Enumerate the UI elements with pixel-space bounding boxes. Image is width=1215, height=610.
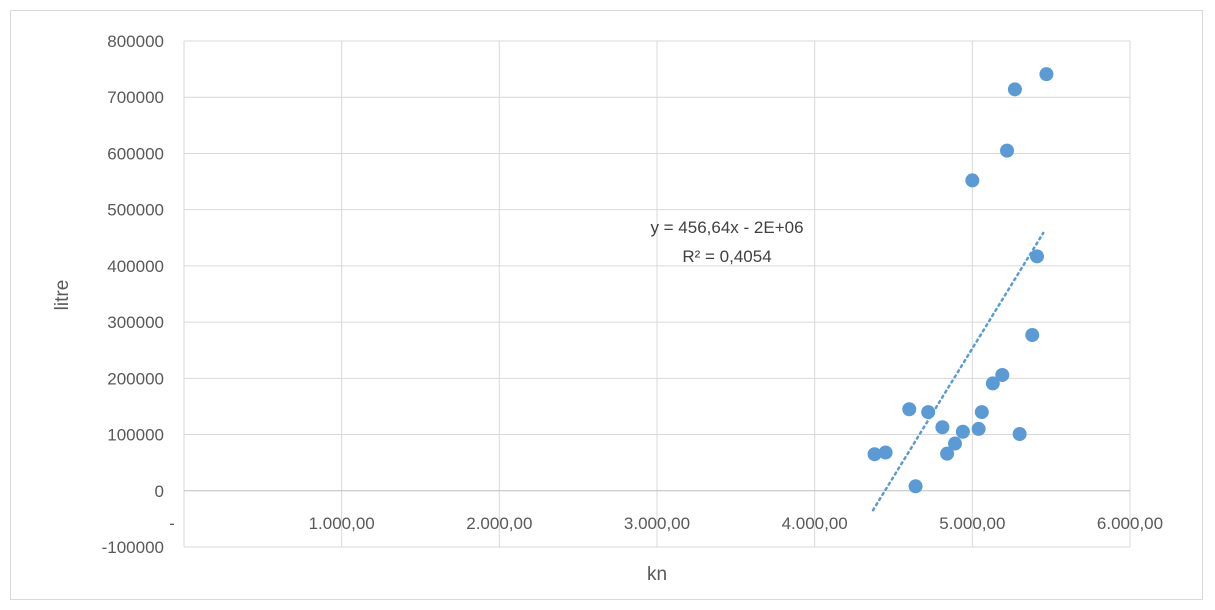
data-point (1029, 249, 1044, 264)
data-point (974, 405, 989, 420)
y-tick-label: 0 (155, 482, 164, 501)
trendline (871, 231, 1045, 512)
data-point (867, 447, 882, 462)
data-point (908, 479, 923, 494)
x-tick-label: 1.000,00 (309, 514, 375, 533)
data-point (995, 367, 1010, 382)
x-tick-label: 4.000,00 (782, 514, 848, 533)
y-tick-label: 600000 (107, 144, 164, 163)
data-point (1025, 328, 1040, 343)
chart-frame (10, 10, 1203, 600)
axes: -100000 0 100000 200000 300000 400000 500000 60… (102, 32, 1163, 557)
x-tick-label-zero: - (169, 514, 175, 533)
trendline-equation: y = 456,64x - 2E+06 (650, 218, 803, 237)
data-point (1000, 143, 1015, 158)
data-point (878, 445, 893, 460)
y-tick-label: 800000 (107, 32, 164, 51)
data-point (965, 173, 980, 188)
y-tick-label: 400000 (107, 257, 164, 276)
y-tick-label: 100000 (107, 426, 164, 445)
data-point (1039, 67, 1054, 82)
data-point (921, 405, 936, 420)
x-tick-label: 6.000,00 (1097, 514, 1163, 533)
trendline-r-squared: R² = 0,4054 (682, 247, 771, 266)
data-point (955, 424, 970, 439)
data-point (985, 376, 1000, 391)
data-points (867, 67, 1054, 494)
x-tick-label: 3.000,00 (624, 514, 690, 533)
trendline-group (871, 231, 1045, 512)
y-tick-label: 700000 (107, 88, 164, 107)
data-point (971, 421, 986, 436)
data-point (940, 446, 955, 461)
data-point (902, 402, 917, 417)
y-tick-label: 300000 (107, 313, 164, 332)
y-axis-title: litre (52, 280, 73, 311)
x-axis-title: kn (647, 564, 667, 585)
y-tick-label: 200000 (107, 369, 164, 388)
data-point (935, 420, 950, 435)
x-tick-label: 2.000,00 (466, 514, 532, 533)
y-tick-label: 500000 (107, 201, 164, 220)
data-point (1007, 82, 1022, 97)
data-point (947, 436, 962, 451)
data-point (1012, 426, 1027, 441)
y-tick-label: -100000 (102, 538, 164, 557)
gridlines (184, 40, 1131, 547)
x-tick-label: 5.000,00 (939, 514, 1005, 533)
